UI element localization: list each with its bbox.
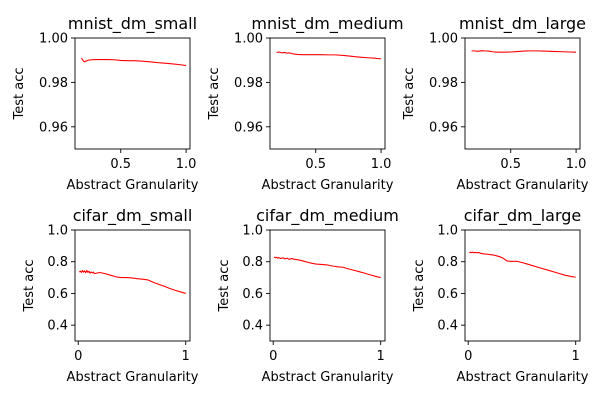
y-tick-label: 0.8 [437, 255, 458, 270]
y-axis-label: Test acc [412, 260, 427, 313]
series-line [81, 57, 187, 67]
x-tick-label: 1.0 [566, 157, 587, 172]
y-tick-label: 0.4 [437, 319, 458, 334]
chart-panel-cifar-dm-medium: cifar_dm_medium 0 1 0.4 0.6 0.8 1.0 Abstract Gr… [217, 206, 399, 385]
series-line [273, 256, 381, 279]
y-tick-label: 1.00 [39, 32, 68, 47]
x-tick-label: 1.0 [176, 157, 197, 172]
x-tick-label: 0.5 [305, 157, 326, 172]
chart-title: mnist_dm_medium [251, 14, 403, 34]
series-line [78, 269, 186, 294]
series-line [471, 50, 577, 53]
chart-panel-cifar-dm-small: cifar_dm_small 0 1 0.4 0.6 0.8 1.0 Abstract Gra… [22, 206, 199, 385]
y-tick-label: 1.0 [242, 224, 263, 239]
y-tick-label: 0.98 [429, 76, 458, 91]
x-tick-label: 0 [269, 349, 277, 364]
plot-frame [464, 37, 581, 150]
y-tick-label: 0.96 [234, 120, 263, 135]
x-axis-label: Abstract Granularity [457, 178, 589, 193]
chart-title: cifar_dm_large [464, 206, 582, 226]
chart-panel-mnist-dm-small: mnist_dm_small 0.5 1.0 0.96 0.98 1.00 Abstract… [12, 14, 199, 193]
y-axis-label: Test acc [22, 260, 37, 313]
y-tick-label: 0.96 [429, 120, 458, 135]
y-tick-label: 1.0 [47, 224, 68, 239]
y-tick-label: 0.4 [47, 319, 68, 334]
x-axis-label: Abstract Granularity [262, 178, 394, 193]
y-tick-label: 0.4 [242, 319, 263, 334]
y-axis-label: Test acc [402, 68, 417, 121]
x-tick-label: 0 [464, 349, 472, 364]
y-tick-label: 0.6 [437, 287, 458, 302]
chart-panel-cifar-dm-large: cifar_dm_large 0 1 0.4 0.6 0.8 1.0 Abstract Gra… [412, 206, 589, 385]
y-tick-label: 0.6 [47, 287, 68, 302]
x-tick-label: 0.5 [500, 157, 521, 172]
y-tick-label: 0.96 [39, 120, 68, 135]
x-axis-label: Abstract Granularity [457, 370, 589, 385]
x-axis-label: Abstract Granularity [67, 178, 199, 193]
plot-frame [74, 229, 191, 342]
x-tick-label: 0.5 [110, 157, 131, 172]
x-axis-label: Abstract Granularity [262, 370, 394, 385]
plot-frame [269, 229, 386, 342]
chart-panel-mnist-dm-medium: mnist_dm_medium 0.5 1.0 0.96 0.98 1.00 Abstrac… [207, 14, 404, 193]
y-tick-label: 1.00 [234, 32, 263, 47]
plot-frame [464, 229, 581, 342]
y-tick-label: 0.8 [242, 255, 263, 270]
y-tick-label: 1.0 [437, 224, 458, 239]
x-tick-label: 1 [572, 349, 580, 364]
x-tick-label: 1 [182, 349, 190, 364]
chart-title: cifar_dm_small [73, 206, 193, 226]
x-tick-label: 0 [74, 349, 82, 364]
y-axis-label: Test acc [12, 68, 27, 121]
chart-title: mnist_dm_small [68, 14, 197, 34]
chart-panel-mnist-dm-large: mnist_dm_large 0.5 1.0 0.96 0.98 1.00 Abstract… [402, 14, 589, 193]
x-tick-label: 1 [377, 349, 385, 364]
plot-frame [269, 37, 386, 150]
y-axis-label: Test acc [207, 68, 222, 121]
y-tick-label: 0.6 [242, 287, 263, 302]
chart-title: mnist_dm_large [459, 14, 586, 34]
y-axis-label: Test acc [217, 260, 232, 313]
y-tick-label: 0.98 [39, 76, 68, 91]
series-line [276, 51, 382, 60]
y-tick-label: 0.8 [47, 255, 68, 270]
y-tick-label: 1.00 [429, 32, 458, 47]
chart-title: cifar_dm_medium [256, 206, 399, 226]
y-tick-label: 0.98 [234, 76, 263, 91]
x-tick-label: 1.0 [371, 157, 392, 172]
plot-frame [74, 37, 191, 150]
x-axis-label: Abstract Granularity [67, 370, 199, 385]
series-line [468, 251, 576, 278]
